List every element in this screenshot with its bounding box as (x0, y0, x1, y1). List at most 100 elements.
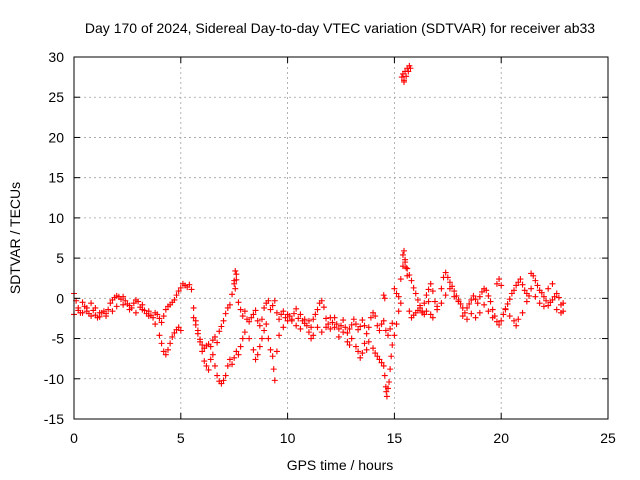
data-point (265, 335, 272, 342)
data-point (386, 378, 393, 385)
data-point (438, 300, 445, 307)
data-point (355, 348, 362, 355)
data-point (318, 329, 325, 336)
data-point (551, 293, 558, 300)
data-point (538, 289, 545, 296)
data-points (71, 62, 567, 400)
data-point (314, 306, 321, 313)
data-point (372, 350, 379, 357)
data-point (214, 372, 221, 379)
data-point (261, 304, 268, 311)
data-point (380, 317, 387, 324)
data-point (365, 338, 372, 345)
data-point (342, 324, 349, 331)
data-point (226, 356, 233, 363)
data-point (549, 280, 556, 287)
data-point (263, 321, 270, 328)
data-point (496, 321, 503, 328)
y-tick-label: 15 (48, 170, 64, 186)
y-tick-label: 30 (48, 49, 64, 65)
data-point (291, 310, 298, 317)
data-point (271, 297, 278, 304)
data-point (156, 315, 163, 322)
data-point (459, 313, 466, 320)
data-point (231, 277, 238, 284)
data-point (237, 306, 244, 313)
data-point (329, 319, 336, 326)
data-point (391, 285, 398, 292)
data-point (293, 322, 300, 329)
data-point (517, 276, 524, 283)
data-point (177, 327, 184, 334)
data-point (323, 315, 330, 322)
data-point (162, 351, 169, 358)
data-point (188, 286, 195, 293)
data-point (160, 348, 167, 355)
data-point (154, 311, 161, 318)
data-point (224, 362, 231, 369)
data-point (269, 302, 276, 309)
data-point (555, 294, 562, 301)
data-point (389, 320, 396, 327)
data-point (113, 303, 120, 310)
data-point (363, 346, 370, 353)
data-point (246, 318, 253, 325)
data-point (387, 325, 394, 332)
data-point (201, 358, 208, 365)
data-point (483, 287, 490, 294)
data-point (132, 309, 139, 316)
data-point (250, 311, 257, 318)
data-point (150, 314, 157, 321)
data-point (525, 292, 532, 299)
data-point (167, 340, 174, 347)
data-point (122, 297, 129, 304)
data-point (256, 343, 263, 350)
data-point (444, 274, 451, 281)
data-point (258, 316, 265, 323)
data-point (468, 310, 475, 317)
data-point (224, 304, 231, 311)
data-point (203, 362, 210, 369)
data-point (506, 313, 513, 320)
data-point (376, 327, 383, 334)
axis-ticks (73, 56, 609, 420)
data-point (402, 256, 409, 263)
data-point (216, 328, 223, 335)
data-point (451, 293, 458, 300)
data-point (513, 282, 520, 289)
data-point (513, 322, 520, 329)
data-point (312, 311, 319, 318)
data-point (406, 308, 413, 315)
data-point (232, 267, 239, 274)
data-point (169, 333, 176, 340)
data-point (340, 317, 347, 324)
data-point (553, 290, 560, 297)
data-point (346, 341, 353, 348)
data-point (476, 293, 483, 300)
data-point (359, 350, 366, 357)
data-point (511, 317, 518, 324)
data-point (103, 313, 110, 320)
data-point (197, 338, 204, 345)
chart-title: Day 170 of 2024, Sidereal Day-to-day VTE… (85, 20, 595, 36)
data-point (365, 324, 372, 331)
data-point (75, 307, 82, 314)
data-point (79, 309, 86, 316)
data-point (498, 317, 505, 324)
data-point (493, 280, 500, 287)
data-point (387, 366, 394, 373)
data-point (305, 329, 312, 336)
data-point (534, 282, 541, 289)
data-point (282, 314, 289, 321)
data-point (220, 317, 227, 324)
data-point (478, 288, 485, 295)
data-point (399, 251, 406, 258)
data-point (359, 317, 366, 324)
data-point (401, 247, 408, 254)
data-point (162, 306, 169, 313)
data-point (381, 372, 388, 379)
data-point (508, 290, 515, 297)
data-point (536, 300, 543, 307)
data-point (267, 346, 274, 353)
